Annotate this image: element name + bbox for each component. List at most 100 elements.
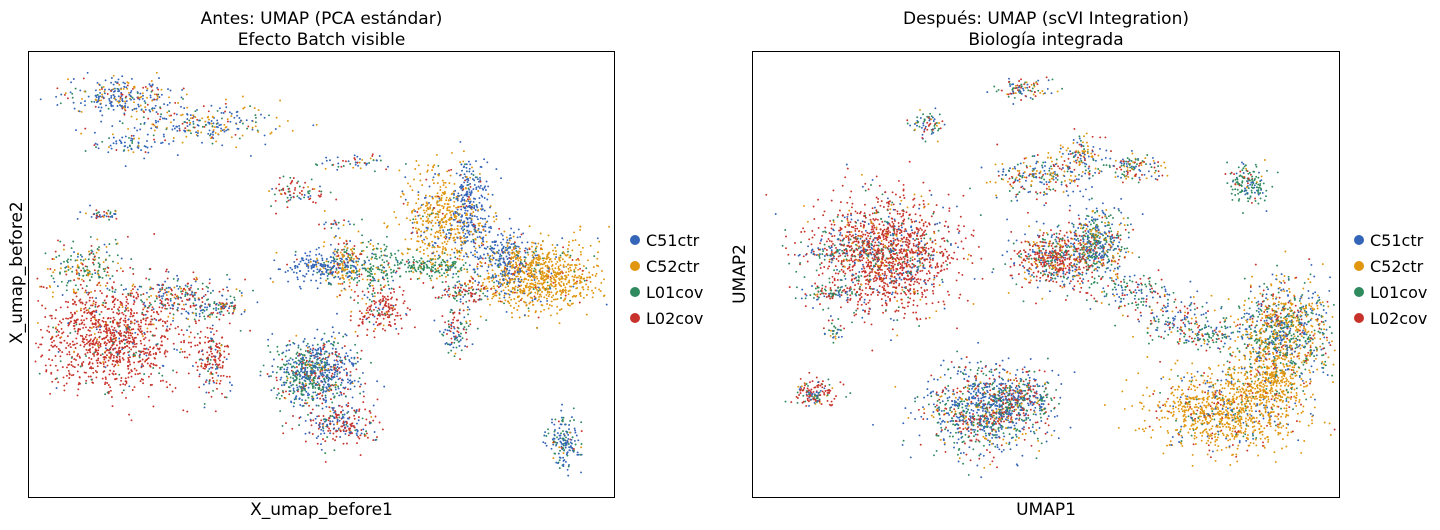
before-point-l01cov bbox=[178, 285, 181, 288]
before-point-l01cov bbox=[217, 304, 220, 307]
before-point-l02cov bbox=[51, 345, 54, 348]
before-point-c52ctr bbox=[516, 251, 519, 253]
before-point-c52ctr bbox=[139, 104, 142, 107]
before-point-l01cov bbox=[289, 376, 292, 379]
before-point-c51ctr bbox=[326, 359, 329, 362]
before-point-c52ctr bbox=[550, 277, 553, 280]
before-point-c51ctr bbox=[121, 100, 124, 103]
before-point-l02cov bbox=[453, 311, 456, 314]
before-point-c52ctr bbox=[226, 118, 229, 121]
before-point-c51ctr bbox=[472, 254, 474, 257]
before-point-l02cov bbox=[513, 291, 516, 294]
before-point-c52ctr bbox=[552, 271, 555, 274]
before-point-l02cov bbox=[287, 188, 290, 190]
before-point-c51ctr bbox=[347, 220, 350, 223]
before-point-c51ctr bbox=[99, 103, 102, 105]
before-point-c51ctr bbox=[460, 163, 463, 166]
before-point-l02cov bbox=[339, 294, 341, 297]
before-point-l02cov bbox=[335, 435, 338, 438]
before-point-c52ctr bbox=[220, 130, 222, 132]
before-point-c51ctr bbox=[562, 443, 564, 446]
before-point-l01cov bbox=[565, 436, 567, 439]
before-point-l02cov bbox=[347, 402, 350, 405]
before-point-l01cov bbox=[273, 387, 276, 390]
before-point-l01cov bbox=[165, 128, 168, 131]
before-point-c51ctr bbox=[76, 217, 79, 220]
before-point-c52ctr bbox=[521, 269, 524, 272]
before-point-l02cov bbox=[409, 308, 411, 311]
before-point-l02cov bbox=[181, 307, 184, 310]
before-point-c51ctr bbox=[200, 350, 203, 353]
before-point-c51ctr bbox=[214, 348, 217, 351]
before-point-c52ctr bbox=[426, 237, 428, 240]
before-point-l02cov bbox=[68, 353, 71, 356]
before-point-c52ctr bbox=[141, 92, 144, 95]
before-point-l01cov bbox=[59, 102, 62, 105]
before-point-c52ctr bbox=[541, 286, 544, 289]
before-point-c51ctr bbox=[143, 121, 146, 124]
before-point-l01cov bbox=[331, 401, 334, 404]
before-point-l01cov bbox=[415, 270, 418, 273]
before-point-c52ctr bbox=[479, 315, 482, 318]
before-point-l02cov bbox=[150, 373, 153, 375]
before-point-c51ctr bbox=[302, 259, 305, 262]
before-point-l02cov bbox=[35, 342, 37, 345]
before-point-l02cov bbox=[55, 345, 58, 348]
before-point-c52ctr bbox=[426, 213, 429, 216]
before-point-c52ctr bbox=[225, 98, 227, 101]
before-point-c52ctr bbox=[537, 256, 540, 259]
before-point-l01cov bbox=[484, 294, 487, 297]
before-point-l02cov bbox=[146, 103, 149, 106]
before-point-l02cov bbox=[581, 269, 584, 272]
before-point-l02cov bbox=[54, 378, 57, 381]
before-point-l02cov bbox=[448, 287, 451, 290]
before-point-l01cov bbox=[91, 273, 94, 276]
before-point-c51ctr bbox=[176, 154, 179, 157]
before-point-l01cov bbox=[157, 93, 160, 96]
before-point-c52ctr bbox=[562, 265, 565, 268]
before-point-l01cov bbox=[337, 221, 340, 224]
before-point-c52ctr bbox=[536, 277, 539, 280]
before-point-c51ctr bbox=[171, 128, 174, 131]
before-point-c52ctr bbox=[539, 273, 542, 276]
before-point-l01cov bbox=[585, 267, 588, 270]
before-point-c52ctr bbox=[436, 182, 439, 185]
before-point-c51ctr bbox=[134, 331, 137, 334]
before-point-c51ctr bbox=[211, 324, 214, 327]
before-point-l01cov bbox=[413, 258, 416, 261]
before-point-c51ctr bbox=[460, 227, 463, 230]
before-point-c51ctr bbox=[271, 332, 274, 335]
before-point-l01cov bbox=[155, 297, 158, 300]
before-point-c51ctr bbox=[139, 92, 142, 95]
before-point-l02cov bbox=[166, 329, 169, 332]
before-point-c51ctr bbox=[463, 316, 466, 319]
before-point-c52ctr bbox=[535, 264, 537, 267]
before-point-c51ctr bbox=[153, 107, 156, 110]
before-point-l02cov bbox=[93, 338, 96, 341]
before-point-l02cov bbox=[222, 304, 225, 307]
before-point-c51ctr bbox=[454, 189, 457, 192]
before-point-c51ctr bbox=[550, 272, 553, 275]
before-point-l01cov bbox=[482, 292, 485, 295]
before-point-c52ctr bbox=[547, 271, 550, 274]
before-point-l01cov bbox=[430, 265, 433, 268]
before-point-c51ctr bbox=[475, 188, 478, 190]
before-point-c52ctr bbox=[459, 225, 462, 228]
before-point-c51ctr bbox=[212, 289, 214, 292]
before-point-c52ctr bbox=[539, 248, 542, 251]
before-point-l01cov bbox=[303, 196, 306, 199]
before-point-l02cov bbox=[102, 363, 105, 365]
before-point-l02cov bbox=[381, 327, 384, 330]
before-point-c52ctr bbox=[434, 212, 437, 215]
before-point-l02cov bbox=[57, 239, 59, 242]
before-point-l02cov bbox=[412, 226, 415, 229]
before-point-c51ctr bbox=[333, 411, 336, 414]
before-point-l01cov bbox=[90, 276, 93, 278]
before-point-l01cov bbox=[297, 359, 300, 362]
before-point-l02cov bbox=[296, 182, 299, 184]
before-point-l02cov bbox=[347, 434, 350, 437]
before-point-l02cov bbox=[314, 201, 317, 204]
before-point-c51ctr bbox=[129, 95, 132, 97]
before-point-l02cov bbox=[383, 296, 386, 298]
before-point-l02cov bbox=[62, 331, 65, 334]
